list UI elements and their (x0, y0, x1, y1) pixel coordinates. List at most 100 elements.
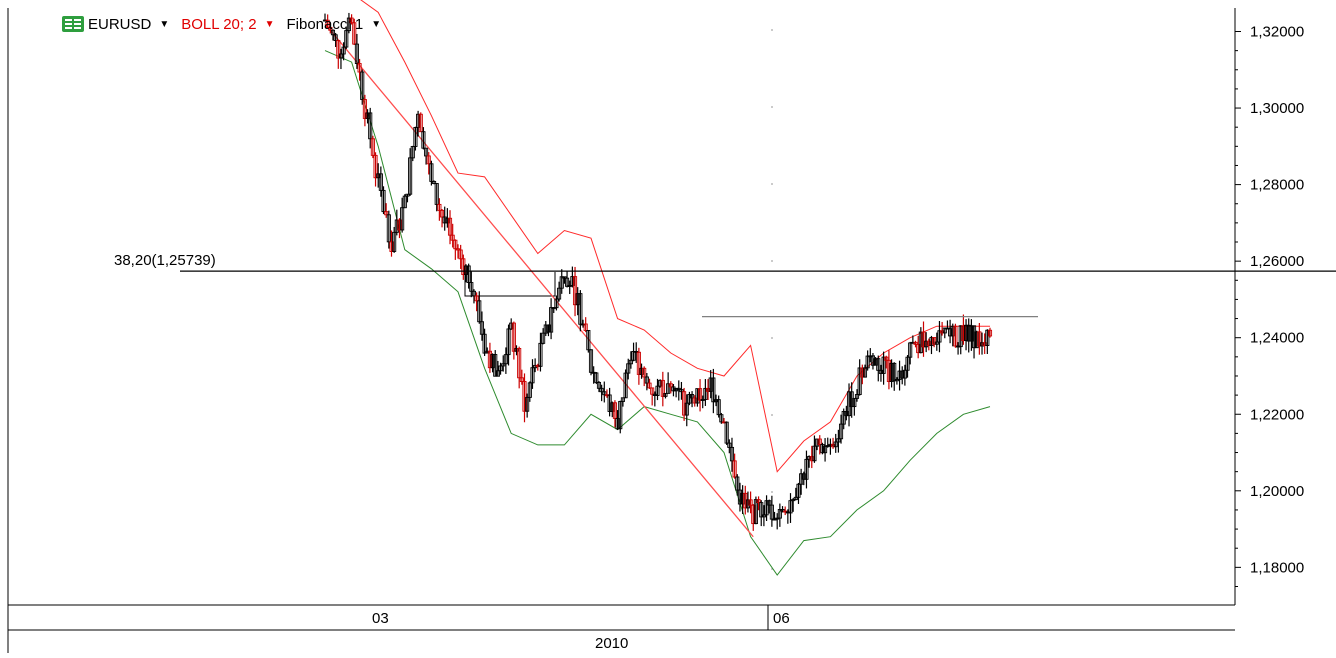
price-bar-body (344, 30, 349, 48)
price-bar-body (642, 367, 647, 378)
price-bar-body (477, 300, 482, 323)
price-bar-body (570, 276, 575, 286)
price-bar-body (519, 377, 524, 383)
price-bar-body (889, 362, 894, 382)
price-bar-body (964, 324, 969, 342)
price-bar-body (376, 173, 381, 179)
price-bar-body (804, 458, 809, 480)
price-bar-body (767, 500, 772, 506)
price-bar-body (546, 324, 551, 333)
price-bar-body (580, 323, 586, 326)
price-bar-body (549, 307, 554, 333)
trendline-layer (324, 23, 754, 538)
price-bar-body (884, 356, 889, 361)
price-bar-body (934, 341, 939, 345)
price-bar-body (424, 147, 429, 157)
price-bar-body (522, 381, 527, 412)
price-bar-body (381, 189, 386, 213)
price-bar-body (823, 445, 828, 454)
grid-dot (771, 414, 773, 416)
price-bar-body (969, 325, 974, 342)
y-tick-label: 1,20000 (1250, 483, 1304, 500)
price-bar-body (639, 367, 644, 375)
price-bar-body (418, 113, 423, 133)
price-bar-body (950, 325, 955, 337)
price-bar-body (724, 421, 729, 444)
fib-retracement-box (464, 272, 556, 297)
price-bar-body (815, 438, 820, 447)
boll-upper-line (360, 0, 990, 473)
price-bar-body (708, 377, 713, 392)
y-tick-label: 1,22000 (1250, 406, 1304, 423)
price-bar-body (719, 414, 724, 423)
price-bar-body (333, 34, 338, 42)
price-bar-body (466, 265, 471, 283)
price-bar-body (365, 112, 370, 119)
price-bar-body (631, 351, 636, 361)
price-bar-body (836, 438, 841, 443)
price-bar-body (429, 163, 434, 182)
level-lines[interactable] (180, 270, 1336, 318)
price-bar-body (655, 385, 660, 396)
bollinger-bands (324, 0, 991, 576)
price-bar-body (751, 504, 756, 525)
price-bar-body (349, 17, 354, 24)
price-bar-body (567, 285, 572, 287)
symbol-selector[interactable]: EURUSD ▼ (62, 16, 169, 33)
price-bar-body (679, 389, 684, 393)
caret-down-icon[interactable]: ▼ (159, 18, 170, 30)
price-bar-body (652, 393, 657, 396)
price-bar-body (809, 456, 814, 462)
price-bar-body (692, 397, 697, 404)
price-bar-body (971, 325, 977, 349)
price-bar-body (493, 354, 498, 377)
grid-dot (771, 106, 773, 108)
price-bar-body (929, 337, 934, 346)
price-bar-body (745, 499, 750, 509)
price-bar-body (753, 499, 758, 525)
price-bar-body (905, 356, 910, 371)
price-bar-body (559, 276, 564, 289)
price-bar-body (620, 397, 625, 402)
grid-dot (771, 337, 773, 339)
price-bar-body (628, 359, 633, 365)
x-year-label: 2010 (595, 635, 628, 652)
price-bar-body (727, 442, 732, 448)
price-bar-body (402, 195, 407, 209)
price-bar-body (498, 365, 503, 372)
price-bar-body (501, 363, 506, 367)
price-bar-body (663, 392, 668, 397)
price-bar-body (916, 343, 921, 354)
caret-down-icon[interactable]: ▼ (264, 18, 275, 30)
y-tick-label: 1,32000 (1250, 24, 1304, 41)
price-bar-body (543, 324, 548, 334)
price-bar-body (780, 509, 785, 512)
tool-fibonacci[interactable]: Fibonacci 1 ▼ (287, 16, 382, 33)
price-bar-body (759, 502, 764, 518)
price-bar-body (921, 331, 926, 348)
price-bar-body (397, 219, 402, 231)
price-bar-body (511, 322, 516, 352)
price-bar-body (676, 387, 681, 391)
price-bar-body (796, 483, 801, 498)
indicator-boll[interactable]: BOLL 20; 2 ▼ (181, 16, 274, 33)
price-bar-body (442, 216, 447, 224)
price-bar-body (336, 40, 341, 59)
price-bar-body (410, 146, 415, 159)
price-bar-body (330, 29, 336, 36)
price-bar-body (940, 330, 945, 334)
price-bar-body (833, 441, 838, 448)
price-bar-body (650, 387, 655, 395)
price-bar-body (881, 356, 886, 374)
price-bar-body (908, 342, 913, 358)
price-bar-body (485, 350, 490, 354)
price-bar-body (876, 358, 881, 371)
price-bar-body (831, 443, 836, 448)
price-bar-body (902, 369, 907, 379)
price-bar-body (458, 249, 463, 260)
caret-down-icon[interactable]: ▼ (371, 18, 382, 30)
price-bar-body (913, 341, 918, 345)
price-bar-body (711, 377, 716, 403)
